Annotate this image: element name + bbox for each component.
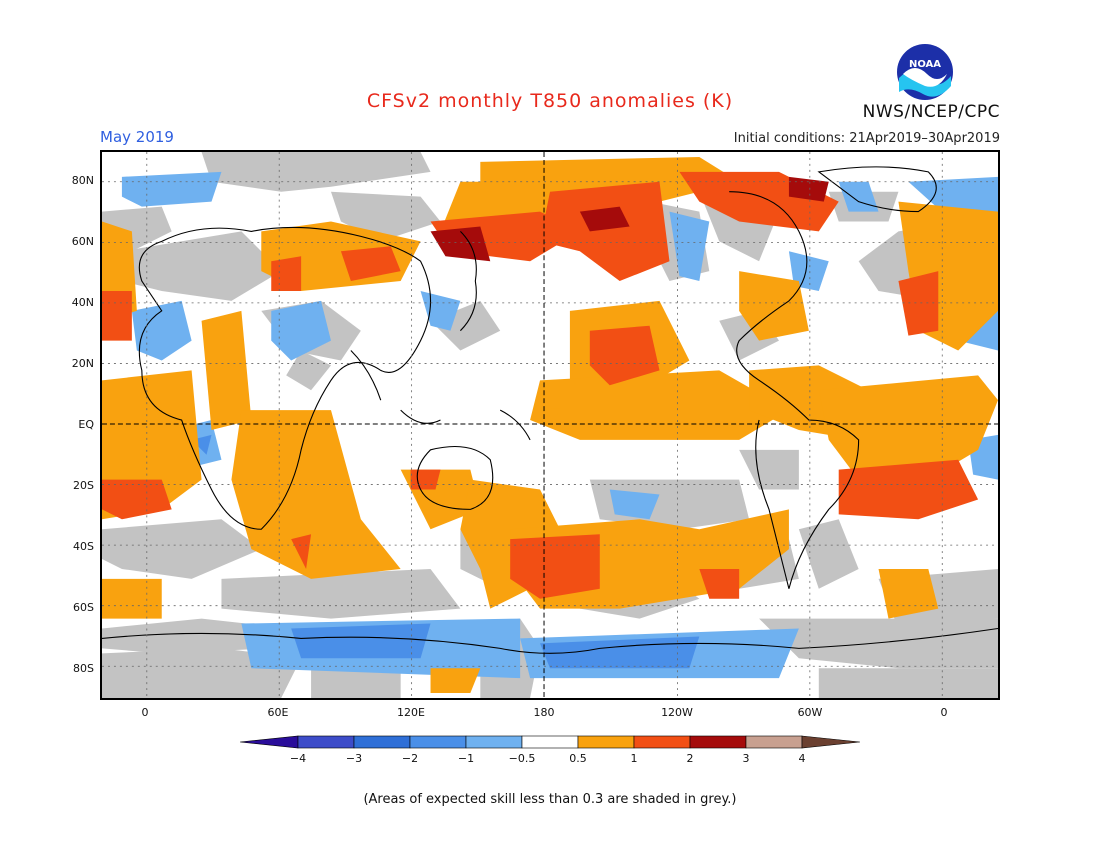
colorbar-segment	[521, 735, 579, 749]
lon-label: 120E	[397, 706, 425, 719]
colorbar-segment	[577, 735, 635, 749]
lat-label: 40N	[71, 296, 94, 309]
colorbar-segment	[689, 735, 747, 749]
colorbar-tick-label: 1	[630, 752, 638, 765]
chart-title: CFSv2 monthly T850 anomalies (K)	[366, 90, 734, 112]
lat-label: 60S	[73, 601, 94, 614]
lat-label: 80N	[71, 174, 94, 187]
anomaly-map	[100, 150, 1000, 700]
lon-label: 0	[141, 706, 149, 719]
forecast-month: May 2019	[100, 128, 174, 146]
colorbar-segment	[465, 735, 523, 749]
colorbar-min-arrow	[240, 735, 299, 749]
lat-label: 20S	[73, 479, 94, 492]
colorbar-tick-label: −2	[401, 752, 419, 765]
strong-positive-anomaly	[102, 171, 979, 599]
colorbar-segment	[297, 735, 355, 749]
colorbar-tick-label: 0.5	[569, 752, 587, 765]
agency-label: NWS/NCEP/CPC	[862, 102, 1000, 122]
graticule	[102, 152, 998, 698]
colorbar-tick-label: −3	[345, 752, 363, 765]
colorbar-tick-label: −1	[457, 752, 475, 765]
lon-label: 0	[940, 706, 948, 719]
lon-label: 60W	[797, 706, 823, 719]
very-strong-positive-anomaly	[430, 176, 829, 262]
noaa-logo: NOAA	[894, 41, 956, 103]
colorbar-segment	[633, 735, 691, 749]
colorbar	[240, 735, 860, 749]
lat-label: 40S	[73, 540, 94, 553]
equator-dateline	[102, 152, 998, 698]
initial-conditions: Initial conditions: 21Apr2019–30Apr2019	[733, 131, 1000, 146]
colorbar-max-arrow	[801, 735, 860, 749]
colorbar-tick-label: 2	[686, 752, 694, 765]
colorbar-segment	[409, 735, 467, 749]
colorbar-tick-label: 4	[798, 752, 806, 765]
map-canvas	[102, 152, 998, 698]
colorbar-segment	[353, 735, 411, 749]
skill-footnote: (Areas of expected skill less than 0.3 a…	[363, 792, 737, 807]
colorbar-tick-label: 3	[742, 752, 750, 765]
lat-label: EQ	[78, 418, 94, 431]
lat-label: 60N	[71, 235, 94, 248]
colorbar-tick-label: −4	[289, 752, 307, 765]
noaa-logo-text: NOAA	[909, 59, 941, 70]
lon-label: 60E	[267, 706, 289, 719]
lat-label: 20N	[71, 357, 94, 370]
colorbar-segment	[745, 735, 803, 749]
colorbar-tick-label: −0.5	[508, 752, 536, 765]
lat-label: 80S	[73, 662, 94, 675]
lon-label: 180	[533, 706, 555, 719]
lon-label: 120W	[661, 706, 693, 719]
